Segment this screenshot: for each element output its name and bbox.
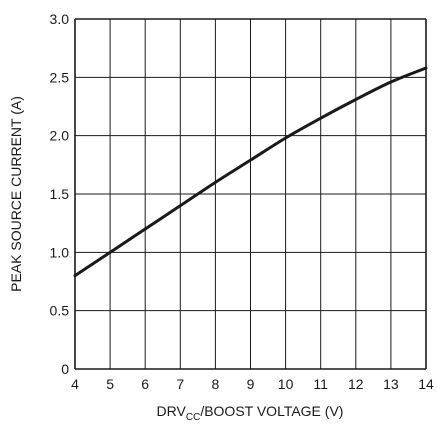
- y-tick-label: 1.0: [50, 244, 70, 260]
- grid: [74, 18, 427, 370]
- y-tick-label: 2.0: [50, 128, 70, 144]
- x-axis-title-main: DRV: [157, 403, 187, 419]
- y-tick-label: 1.5: [50, 186, 70, 202]
- x-axis-title: DRVCC/BOOST VOLTAGE (V): [157, 403, 344, 423]
- y-tick-labels: 0 0.5 1.0 1.5 2.0 2.5 3.0: [50, 11, 70, 377]
- x-tick-label: 11: [313, 376, 328, 392]
- x-tick-label: 13: [383, 376, 399, 392]
- series-layer: [73, 66, 428, 278]
- x-tick-label: 7: [176, 376, 184, 392]
- y-axis-title: PEAK SOURCE CURRENT (A): [8, 96, 24, 292]
- y-tick-label: 0.5: [50, 303, 70, 319]
- x-tick-label: 6: [141, 376, 149, 392]
- x-tick-label: 12: [348, 376, 364, 392]
- x-tick-label: 4: [71, 376, 79, 392]
- y-tick-label: 0: [61, 361, 69, 377]
- y-tick-label: 3.0: [50, 11, 70, 27]
- series-line: [73, 66, 428, 278]
- x-tick-labels: 4 5 6 7 8 9 10 11 12 13 14: [71, 376, 434, 392]
- x-tick-label: 8: [212, 376, 220, 392]
- x-tick-label: 5: [106, 376, 114, 392]
- x-tick-label: 14: [418, 376, 434, 392]
- x-tick-label: 9: [247, 376, 255, 392]
- x-axis-title-subscript: CC: [186, 412, 200, 423]
- y-tick-label: 2.5: [50, 69, 70, 85]
- x-tick-label: 10: [278, 376, 294, 392]
- x-axis-title-rest: /BOOST VOLTAGE (V): [200, 403, 343, 419]
